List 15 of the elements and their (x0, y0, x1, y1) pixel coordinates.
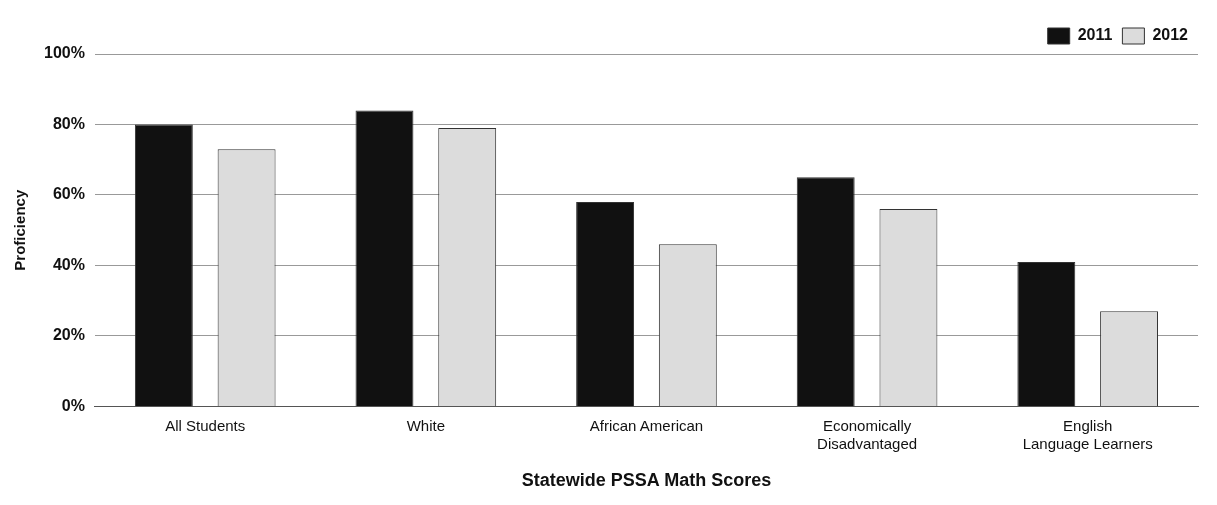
x-tick-label: All Students (165, 416, 246, 434)
y-tick-label: 0% (61, 396, 85, 414)
x-tick-label: English Language Learners (1022, 416, 1153, 452)
y-axis-title: Proficiency (11, 189, 29, 271)
y-tick-label: 80% (52, 114, 85, 132)
x-tick-label: African American (589, 416, 704, 434)
legend-label: 2012 (1152, 26, 1189, 44)
x-axis-title: Statewide PSSA Math Scores (521, 470, 772, 491)
y-tick-label: 20% (52, 326, 85, 344)
y-tick-label: 40% (52, 255, 85, 273)
x-tick-label: White (406, 416, 446, 434)
y-tick-label: 100% (44, 44, 85, 62)
x-tick-label: Economically Disadvantaged (817, 416, 918, 452)
legend-label: 2011 (1077, 26, 1113, 44)
y-tick-label: 60% (52, 185, 85, 203)
